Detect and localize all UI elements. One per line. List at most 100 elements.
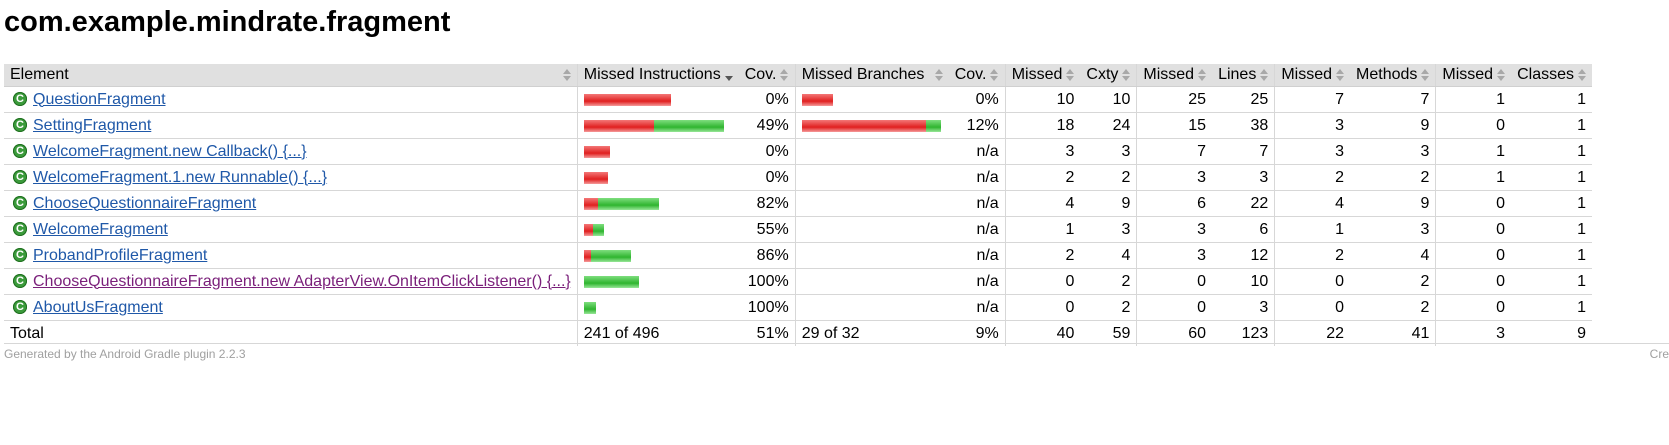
table-row: C ProbandProfileFragment 86% n/a 2 4 3 12 2 4 0 1: [4, 242, 1592, 269]
missed-lines: 0: [1136, 268, 1213, 295]
instructions-coverage: 0%: [738, 86, 796, 113]
sort-icon: [1065, 68, 1075, 81]
methods: 9: [1350, 190, 1436, 217]
header-missed-branches[interactable]: Missed Branches: [794, 64, 949, 87]
element-link[interactable]: WelcomeFragment.1.new Runnable() {...}: [33, 168, 328, 186]
lines: 22: [1212, 190, 1275, 217]
sort-icon: [1577, 68, 1586, 81]
instructions-coverage: 100%: [738, 268, 796, 295]
footer-right-text: Cre: [1649, 347, 1669, 361]
total-instructions-coverage: 51%: [756, 324, 789, 342]
missed-methods: 3: [1274, 112, 1351, 139]
header-complexity[interactable]: Cxty: [1080, 64, 1137, 87]
total-label: Total: [10, 324, 44, 342]
missed-complexity: 10: [1004, 86, 1081, 113]
element-link[interactable]: WelcomeFragment: [33, 220, 168, 238]
missed-complexity: 3: [1004, 138, 1081, 165]
element-link[interactable]: ProbandProfileFragment: [33, 246, 208, 264]
table-row: C ChooseQuestionnaireFragment.new Adapter…: [4, 268, 1592, 295]
missed-complexity: 2: [1004, 164, 1081, 191]
instructions-coverage: 0%: [738, 138, 796, 165]
instructions-bar: [576, 294, 739, 321]
class-icon: C: [13, 222, 27, 237]
classes: 1: [1511, 268, 1592, 295]
missed-lines: 0: [1136, 294, 1213, 321]
total-classes: 9: [1577, 324, 1586, 342]
lines: 12: [1212, 242, 1275, 269]
footer-generated: Generated by the Android Gradle plugin 2…: [4, 347, 246, 361]
missed-lines: 3: [1136, 216, 1213, 243]
class-icon: C: [13, 196, 27, 211]
lines: 7: [1212, 138, 1275, 165]
header-element[interactable]: Element: [4, 64, 578, 87]
header-lines[interactable]: Lines: [1212, 64, 1275, 87]
header-missed-instructions[interactable]: Missed Instructions: [576, 64, 739, 87]
branches-bar: [794, 268, 949, 295]
header-missed-lines[interactable]: Missed: [1136, 64, 1213, 87]
covered-bar: [583, 301, 596, 314]
header-missed-methods[interactable]: Missed: [1274, 64, 1351, 87]
element-link[interactable]: AboutUsFragment: [33, 298, 163, 316]
methods: 4: [1350, 242, 1436, 269]
methods: 2: [1350, 294, 1436, 321]
header-missed-instructions-label: Missed Instructions: [583, 66, 721, 83]
missed-bar: [583, 171, 608, 184]
branches-coverage: n/a: [948, 294, 1006, 321]
element-cell: C ChooseQuestionnaireFragment: [4, 190, 578, 217]
missed-bar: [583, 249, 591, 262]
missed-bar: [583, 93, 671, 106]
element-link[interactable]: ChooseQuestionnaireFragment.new AdapterV…: [33, 272, 571, 290]
complexity: 2: [1080, 164, 1137, 191]
covered-bar: [590, 249, 631, 262]
page-title: com.example.mindrate.fragment: [4, 6, 451, 38]
element-link[interactable]: ChooseQuestionnaireFragment: [33, 194, 257, 212]
header-classes[interactable]: Classes: [1511, 64, 1592, 87]
instructions-bar: [576, 112, 739, 139]
classes: 1: [1511, 86, 1592, 113]
instructions-coverage: 100%: [738, 294, 796, 321]
lines: 38: [1212, 112, 1275, 139]
header-branches-coverage[interactable]: Cov.: [948, 64, 1006, 87]
header-methods[interactable]: Methods: [1350, 64, 1436, 87]
header-classes-label: Classes: [1517, 66, 1574, 83]
branches-coverage: 0%: [948, 86, 1006, 113]
element-link[interactable]: QuestionFragment: [33, 90, 166, 108]
missed-classes: 1: [1435, 86, 1512, 113]
sort-icon: [779, 68, 789, 81]
sort-icon: [1496, 68, 1506, 81]
missed-methods: 3: [1274, 138, 1351, 165]
element-link[interactable]: WelcomeFragment.new Callback() {...}: [33, 142, 307, 160]
instructions-bar: [576, 190, 739, 217]
complexity: 10: [1080, 86, 1137, 113]
class-icon: C: [13, 248, 27, 263]
header-missed-complexity[interactable]: Missed: [1004, 64, 1081, 87]
missed-bar: [583, 223, 593, 236]
covered-bar: [925, 119, 941, 132]
missed-classes: 0: [1435, 216, 1512, 243]
covered-bar: [597, 197, 659, 210]
missed-complexity: 1: [1004, 216, 1081, 243]
element-cell: C AboutUsFragment: [4, 294, 578, 321]
branches-coverage: n/a: [948, 138, 1006, 165]
missed-classes: 0: [1435, 112, 1512, 139]
classes: 1: [1511, 242, 1592, 269]
element-cell: C SettingFragment: [4, 112, 578, 139]
sort-icon: [1197, 68, 1207, 81]
header-instructions-coverage[interactable]: Cov.: [738, 64, 796, 87]
element-link[interactable]: SettingFragment: [33, 116, 152, 134]
covered-bar: [592, 223, 604, 236]
instructions-bar: [576, 164, 739, 191]
table-row: C AboutUsFragment 100% n/a 0 2 0 3 0 2 0 1: [4, 294, 1592, 321]
branches-bar: [794, 112, 949, 139]
table-row: C QuestionFragment 0% 0% 10 10 25 25 7 7 1 1: [4, 86, 1592, 113]
header-missed-classes[interactable]: Missed: [1435, 64, 1512, 87]
branches-coverage: n/a: [948, 242, 1006, 269]
missed-classes: 1: [1435, 138, 1512, 165]
element-cell: C WelcomeFragment.new Callback() {...}: [4, 138, 578, 165]
sort-descending-icon: [724, 68, 733, 81]
header-cov-label: Cov.: [954, 66, 987, 83]
element-cell: C ChooseQuestionnaireFragment.new Adapter…: [4, 268, 578, 295]
branches-coverage: n/a: [948, 164, 1006, 191]
complexity: 2: [1080, 294, 1137, 321]
lines: 10: [1212, 268, 1275, 295]
